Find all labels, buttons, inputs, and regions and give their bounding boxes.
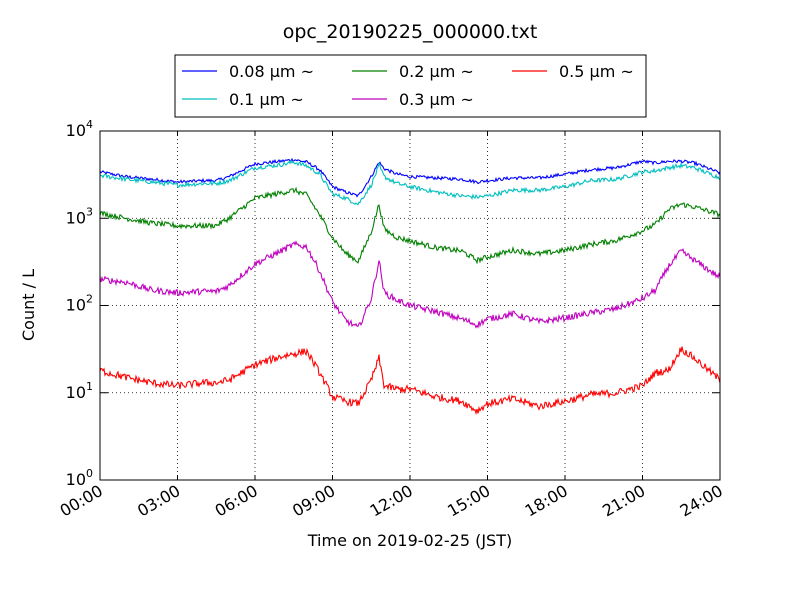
y-tick-label: 101: [66, 380, 93, 402]
series-line: [99, 186, 721, 265]
y-tick-base: 10: [66, 383, 86, 402]
y-tick-label: 100: [66, 467, 93, 489]
y-tick-exponent: 0: [86, 467, 93, 480]
y-tick-base: 10: [66, 470, 86, 489]
chart-title: opc_20190225_000000.txt: [283, 21, 538, 43]
gridlines: [100, 131, 720, 480]
x-tick-label: 18:00: [522, 481, 571, 521]
y-tick-exponent: 3: [86, 205, 93, 218]
x-axis: 00:00 03:00 06:00 09:00 12:00 15:00 18:00 21:00…: [57, 131, 726, 521]
legend-label: 0.2 µm ~: [399, 62, 474, 81]
x-tick-label: 06:00: [212, 481, 261, 521]
legend: 0.08 µm ~ 0.1 µm ~ 0.2 µm ~ 0.3 µm ~ 0.5 µm …: [174, 54, 647, 118]
y-tick-base: 10: [66, 121, 86, 140]
x-tick-label: 24:00: [677, 481, 726, 521]
x-tick-label: 15:00: [444, 481, 493, 521]
series-line: [99, 346, 721, 416]
x-tick-label: 12:00: [367, 481, 416, 521]
x-tick-label: 03:00: [134, 481, 183, 521]
legend-label: 0.3 µm ~: [399, 90, 474, 109]
x-tick-label: 21:00: [599, 481, 648, 521]
y-tick-label: 103: [66, 205, 93, 227]
x-tick-label: 09:00: [289, 481, 338, 521]
series-line: [99, 159, 721, 206]
y-tick-exponent: 2: [86, 293, 93, 306]
y-tick-label: 104: [66, 118, 93, 140]
legend-label: 0.1 µm ~: [229, 90, 304, 109]
y-tick-label: 102: [66, 293, 93, 315]
x-axis-label: Time on 2019-02-25 (JST): [307, 531, 512, 550]
series-line: [99, 157, 721, 198]
legend-box: [174, 54, 647, 118]
legend-label: 0.5 µm ~: [559, 62, 634, 81]
series-layer: [99, 157, 721, 416]
y-tick-base: 10: [66, 208, 86, 227]
y-tick-exponent: 1: [86, 380, 93, 393]
y-axis-label: Count / L: [19, 269, 38, 341]
series-line: [99, 240, 721, 329]
legend-label: 0.08 µm ~: [229, 62, 314, 81]
y-tick-exponent: 4: [86, 118, 93, 131]
y-tick-base: 10: [66, 296, 86, 315]
